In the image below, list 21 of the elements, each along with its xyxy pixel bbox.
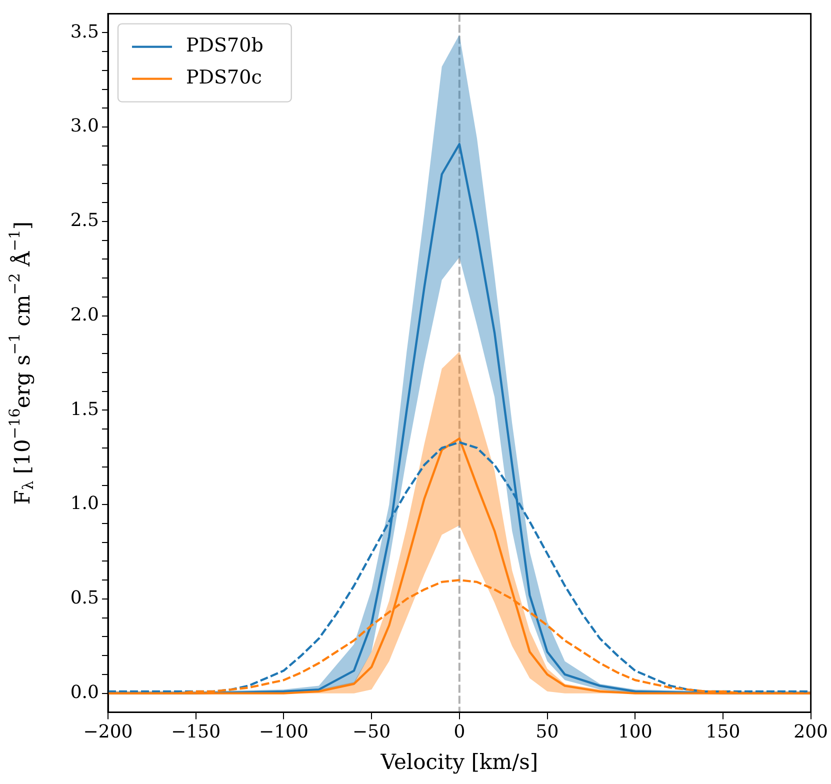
- x-tick-label: −200: [83, 722, 133, 743]
- y-tick-label: 3.5: [70, 21, 99, 42]
- x-axis-title: Velocity [km/s]: [380, 750, 538, 774]
- x-tick-label: 50: [536, 722, 559, 743]
- y-tick-label: 0.5: [70, 588, 99, 609]
- x-tick-label: −150: [171, 722, 221, 743]
- y-tick-label: 2.5: [70, 210, 99, 232]
- x-tick-label: −100: [258, 722, 308, 743]
- y-tick-label: 1.5: [70, 398, 99, 420]
- y-tick-label: 3.0: [70, 116, 99, 137]
- legend-label: PDS70c: [186, 66, 262, 89]
- legend-label: PDS70b: [186, 34, 264, 57]
- x-tick-label: 150: [706, 722, 740, 743]
- y-tick-label: 2.0: [70, 304, 99, 326]
- x-tick-label: 0: [454, 722, 466, 743]
- y-tick-label: 1.0: [70, 493, 99, 514]
- y-tick-label: 0.0: [70, 682, 99, 703]
- text: Fλ [10−16erg s−1 cm−2 Å−1]: [6, 221, 38, 505]
- x-tick-label: −50: [352, 722, 391, 743]
- x-tick-label: 100: [618, 722, 652, 743]
- x-tick-label: 200: [794, 722, 828, 743]
